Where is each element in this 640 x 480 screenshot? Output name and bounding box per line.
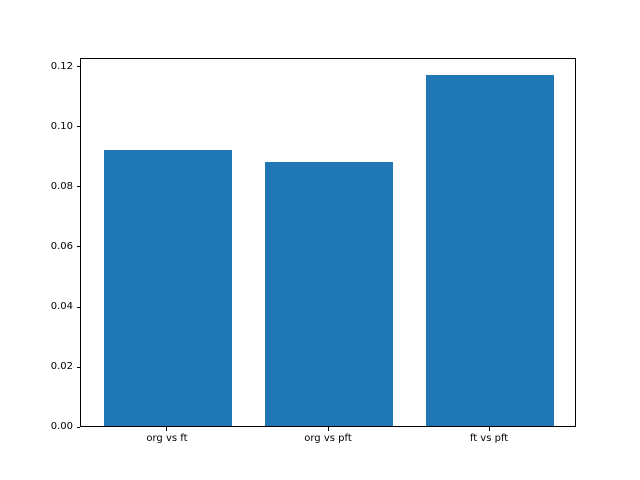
x-axis-tick-label: org vs ft xyxy=(146,433,188,445)
y-axis-tick-mark xyxy=(76,366,80,368)
y-axis-tick-mark xyxy=(76,306,80,308)
y-axis-tick-mark xyxy=(76,426,80,428)
bar-org-vs-ft xyxy=(103,149,233,427)
y-axis-tick-label: 0.02 xyxy=(50,361,73,373)
y-axis-tick-label: 0.04 xyxy=(50,301,73,312)
x-axis-tick-mark xyxy=(488,427,490,431)
x-axis-tick-mark xyxy=(166,427,168,431)
plot-area xyxy=(80,57,576,428)
x-axis-tick-mark xyxy=(327,427,329,431)
x-axis-tick-label: ft vs pft xyxy=(469,433,509,445)
x-axis-tick-label: org vs pft xyxy=(304,433,352,445)
y-axis-tick-label: 0.10 xyxy=(50,120,73,132)
bar-ft-vs-pft xyxy=(425,74,555,427)
y-axis-tick-label: 0.08 xyxy=(50,180,73,192)
y-axis-tick-label: 0.00 xyxy=(50,421,73,433)
y-axis-tick-label: 0.06 xyxy=(50,240,73,252)
y-axis-tick-label: 0.12 xyxy=(50,60,73,72)
y-axis-tick-mark xyxy=(76,186,80,188)
y-axis-tick-mark xyxy=(76,126,80,128)
y-axis-tick-mark xyxy=(76,66,80,68)
y-axis-tick-mark xyxy=(76,246,80,248)
bar-org-vs-pft xyxy=(264,161,394,427)
